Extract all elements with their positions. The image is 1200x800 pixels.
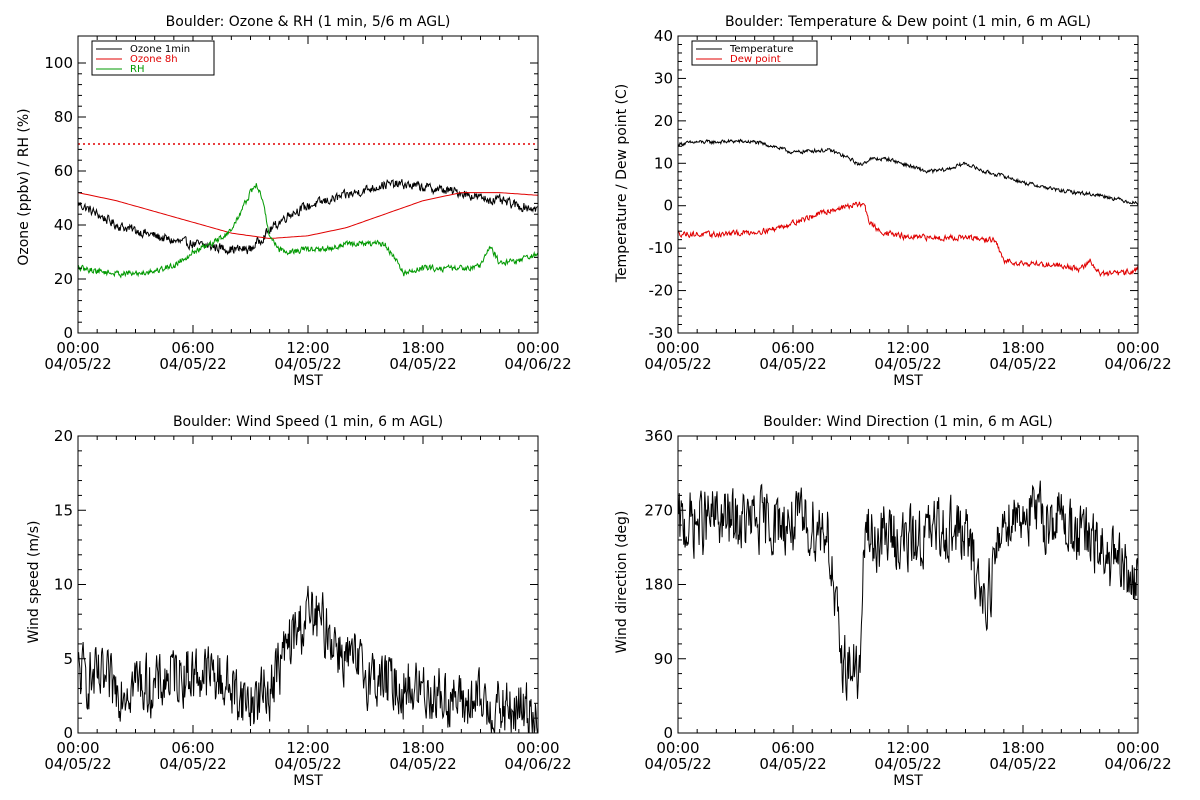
x-tick-label-date: 04/05/22 — [874, 355, 941, 373]
chart-title: Boulder: Wind Direction (1 min, 6 m AGL) — [763, 414, 1052, 430]
x-tick-label-date: 04/05/22 — [989, 355, 1056, 373]
y-tick-label: 270 — [644, 501, 673, 519]
y-tick-label: 60 — [54, 162, 73, 180]
x-tick-label-time: 06:00 — [771, 739, 814, 757]
x-tick-label-time: 00:00 — [516, 339, 559, 357]
x-tick-label-date: 04/05/22 — [759, 355, 826, 373]
y-axis-label: Ozone (ppbv) / RH (%) — [16, 108, 32, 265]
y-tick-label: 20 — [654, 112, 673, 130]
legend-box — [691, 40, 818, 66]
x-axis-label: MST — [293, 373, 323, 389]
x-tick-label-date: 04/06/22 — [1104, 355, 1171, 373]
x-tick-label-time: 00:00 — [56, 739, 99, 757]
plot-area: 09018027036000:0004/05/2206:0004/05/2212… — [644, 427, 1171, 773]
y-axis-label: Temperature / Dew point (C) — [614, 84, 630, 283]
x-tick-label-time: 00:00 — [656, 339, 699, 357]
legend-label: Ozone 8h — [130, 54, 178, 65]
x-axis-label: MST — [893, 373, 923, 389]
y-tick-label: 0 — [63, 724, 73, 742]
y-tick-label: -10 — [649, 239, 674, 257]
x-tick-label-date: 04/05/22 — [644, 355, 711, 373]
chart-title: Boulder: Wind Speed (1 min, 6 m AGL) — [173, 414, 443, 430]
x-tick-label-date: 04/06/22 — [504, 355, 571, 373]
x-tick-label-date: 04/05/22 — [644, 755, 711, 773]
y-tick-label: 0 — [63, 324, 73, 342]
x-tick-label-date: 04/05/22 — [874, 755, 941, 773]
wind-direction-chart: Boulder: Wind Direction (1 min, 6 m AGL)… — [614, 414, 1172, 789]
y-tick-label: 100 — [44, 54, 73, 72]
y-tick-label: 20 — [54, 270, 73, 288]
y-tick-label: 5 — [63, 650, 73, 668]
y-tick-label: -30 — [649, 324, 674, 342]
x-tick-label-date: 04/05/22 — [389, 355, 456, 373]
x-tick-label-date: 04/06/22 — [504, 755, 571, 773]
y-tick-label: 0 — [663, 724, 673, 742]
y-tick-label: 20 — [54, 427, 73, 445]
x-axis-label: MST — [893, 773, 923, 789]
x-axis-label: MST — [293, 773, 323, 789]
x-tick-label-date: 04/05/22 — [159, 755, 226, 773]
x-tick-label-date: 04/05/22 — [44, 355, 111, 373]
x-tick-label-time: 18:00 — [401, 739, 444, 757]
x-tick-label-time: 06:00 — [171, 339, 214, 357]
y-tick-label: 0 — [663, 197, 673, 215]
series-line — [678, 138, 1138, 206]
y-tick-label: 40 — [54, 216, 73, 234]
x-tick-label-date: 04/05/22 — [759, 755, 826, 773]
temperature-dewpoint-chart: Boulder: Temperature & Dew point (1 min,… — [614, 14, 1172, 389]
series-line — [78, 585, 538, 733]
x-tick-label-time: 12:00 — [886, 339, 929, 357]
series-line — [678, 480, 1138, 701]
legend-label: Temperature — [729, 44, 793, 55]
x-tick-label-date: 04/05/22 — [44, 755, 111, 773]
y-tick-label: -20 — [649, 282, 674, 300]
y-tick-label: 40 — [654, 27, 673, 45]
y-tick-label: 10 — [654, 154, 673, 172]
x-tick-label-date: 04/06/22 — [1104, 755, 1171, 773]
x-tick-label-time: 12:00 — [286, 339, 329, 357]
x-tick-label-time: 00:00 — [1116, 339, 1159, 357]
x-tick-label-time: 00:00 — [1116, 739, 1159, 757]
y-tick-label: 15 — [54, 501, 73, 519]
x-tick-label-time: 06:00 — [171, 739, 214, 757]
plot-area: -30-20-1001020304000:0004/05/2206:0004/0… — [644, 27, 1171, 373]
y-tick-label: 180 — [644, 576, 673, 594]
x-tick-label-time: 00:00 — [516, 739, 559, 757]
x-tick-label-date: 04/05/22 — [274, 755, 341, 773]
plot-area: 0510152000:0004/05/2206:0004/05/2212:000… — [44, 427, 571, 773]
x-tick-label-time: 12:00 — [286, 739, 329, 757]
y-tick-label: 80 — [54, 108, 73, 126]
y-tick-label: 360 — [644, 427, 673, 445]
x-tick-label-date: 04/05/22 — [274, 355, 341, 373]
y-tick-label: 10 — [54, 576, 73, 594]
legend-label: Dew point — [730, 54, 781, 65]
y-tick-label: 90 — [654, 650, 673, 668]
y-axis-label: Wind speed (m/s) — [26, 521, 42, 644]
wind-speed-chart: Boulder: Wind Speed (1 min, 6 m AGL) Win… — [26, 414, 572, 789]
x-tick-label-time: 00:00 — [656, 739, 699, 757]
series-line — [78, 192, 538, 239]
x-tick-label-date: 04/05/22 — [989, 755, 1056, 773]
chart-title: Boulder: Temperature & Dew point (1 min,… — [725, 14, 1091, 30]
chart-title: Boulder: Ozone & RH (1 min, 5/6 m AGL) — [166, 14, 451, 30]
x-tick-label-time: 18:00 — [1001, 339, 1044, 357]
series-line — [678, 201, 1138, 278]
x-tick-label-time: 06:00 — [771, 339, 814, 357]
x-tick-label-time: 18:00 — [401, 339, 444, 357]
x-tick-label-time: 00:00 — [56, 339, 99, 357]
x-tick-label-date: 04/05/22 — [389, 755, 456, 773]
legend-label: Ozone 1min — [130, 44, 190, 55]
y-tick-label: 30 — [654, 69, 673, 87]
x-tick-label-date: 04/05/22 — [159, 355, 226, 373]
legend-box — [91, 40, 215, 76]
x-tick-label-time: 12:00 — [886, 739, 929, 757]
legend-label: RH — [130, 64, 144, 75]
series-line — [78, 183, 538, 279]
x-tick-label-time: 18:00 — [1001, 739, 1044, 757]
plot-area: 02040608010000:0004/05/2206:0004/05/2212… — [44, 35, 572, 373]
y-axis-label: Wind direction (deg) — [614, 511, 630, 654]
ozone-rh-chart: Boulder: Ozone & RH (1 min, 5/6 m AGL) O… — [16, 14, 572, 389]
